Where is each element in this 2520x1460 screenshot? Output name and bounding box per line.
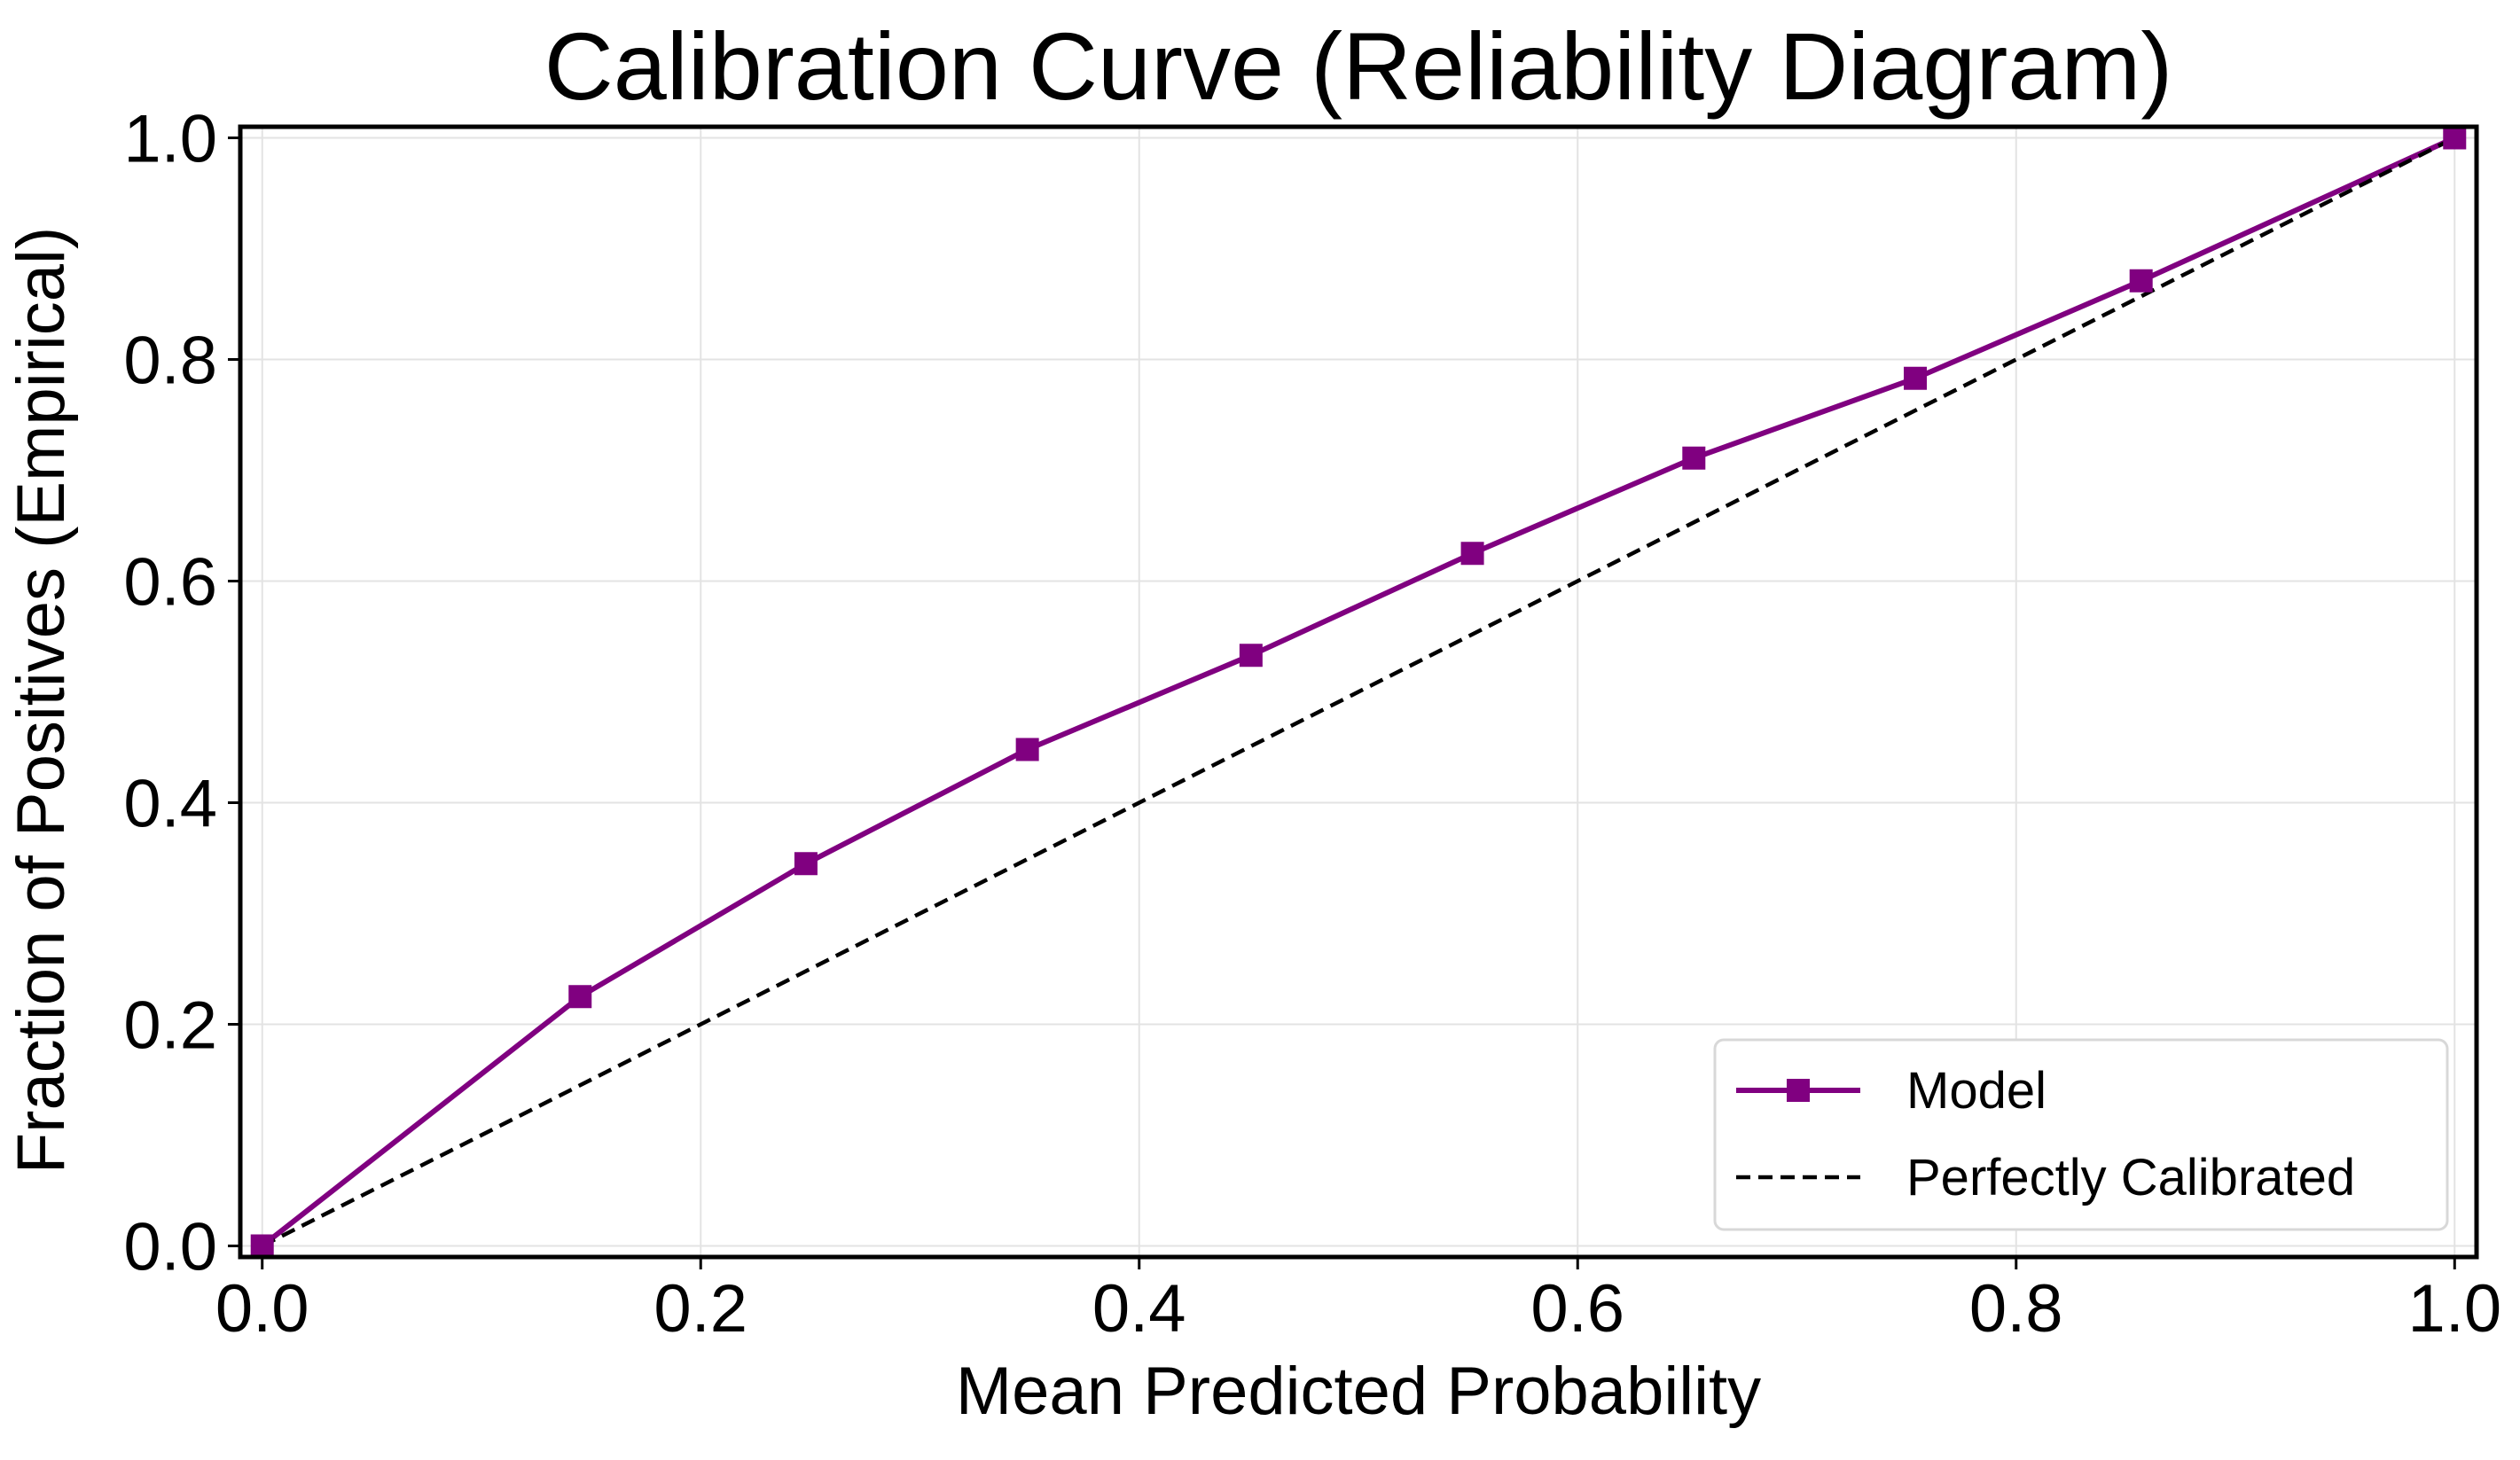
x-tick-label: 0.0 [215,1271,309,1347]
model-point-marker [250,1234,274,1258]
model-point-marker [1682,446,1706,470]
axes-frame [238,124,2479,1260]
x-tick-label: 0.6 [1530,1271,1624,1347]
series-line-model [260,135,2456,1248]
y-tick-label: 0.0 [123,1210,217,1285]
series-line-perfectly-calibrated [261,136,2456,1248]
axes-frame-layer [238,124,2479,1260]
legend: Model Perfectly Calibrated [1713,1038,2449,1231]
x-tick-label: 1.0 [2407,1271,2501,1347]
model-point-marker [568,985,592,1009]
y-axis-label: Fraction of Positives (Empirical) [4,227,79,1175]
legend-model-label: Model [1906,1062,2047,1120]
model-point-marker [794,852,818,876]
x-tick-label: 0.2 [653,1271,747,1347]
model-point-marker [1239,644,1263,668]
grid-layer [240,127,2477,1257]
model-point-marker [1015,738,1039,761]
y-tick-label: 0.2 [123,988,217,1064]
legend-reference-label: Perfectly Calibrated [1906,1149,2355,1206]
x-axis-label: Mean Predicted Probability [956,1354,1761,1429]
model-point-marker [1460,542,1484,566]
y-tick-label: 0.8 [123,324,217,399]
x-tick-label: 0.8 [1969,1271,2063,1347]
y-tick-label: 0.4 [123,767,217,842]
x-tick-label: 0.4 [1092,1271,1186,1347]
model-point-marker [1904,366,1928,390]
model-point-marker [2443,126,2467,150]
y-tick-label: 0.6 [123,545,217,621]
model-point-marker [2129,269,2153,293]
y-tick-label: 1.0 [123,102,217,177]
chart-title: Calibration Curve (Reliability Diagram) [544,12,2173,120]
series-layer [250,126,2467,1258]
legend-model-marker [1787,1079,1810,1102]
legend-box [1713,1038,2449,1231]
tick-layer: 0.0 0.2 0.4 0.6 0.8 1.0 0.0 0.2 0.4 0.6 0.8 1.0 [123,102,2501,1347]
